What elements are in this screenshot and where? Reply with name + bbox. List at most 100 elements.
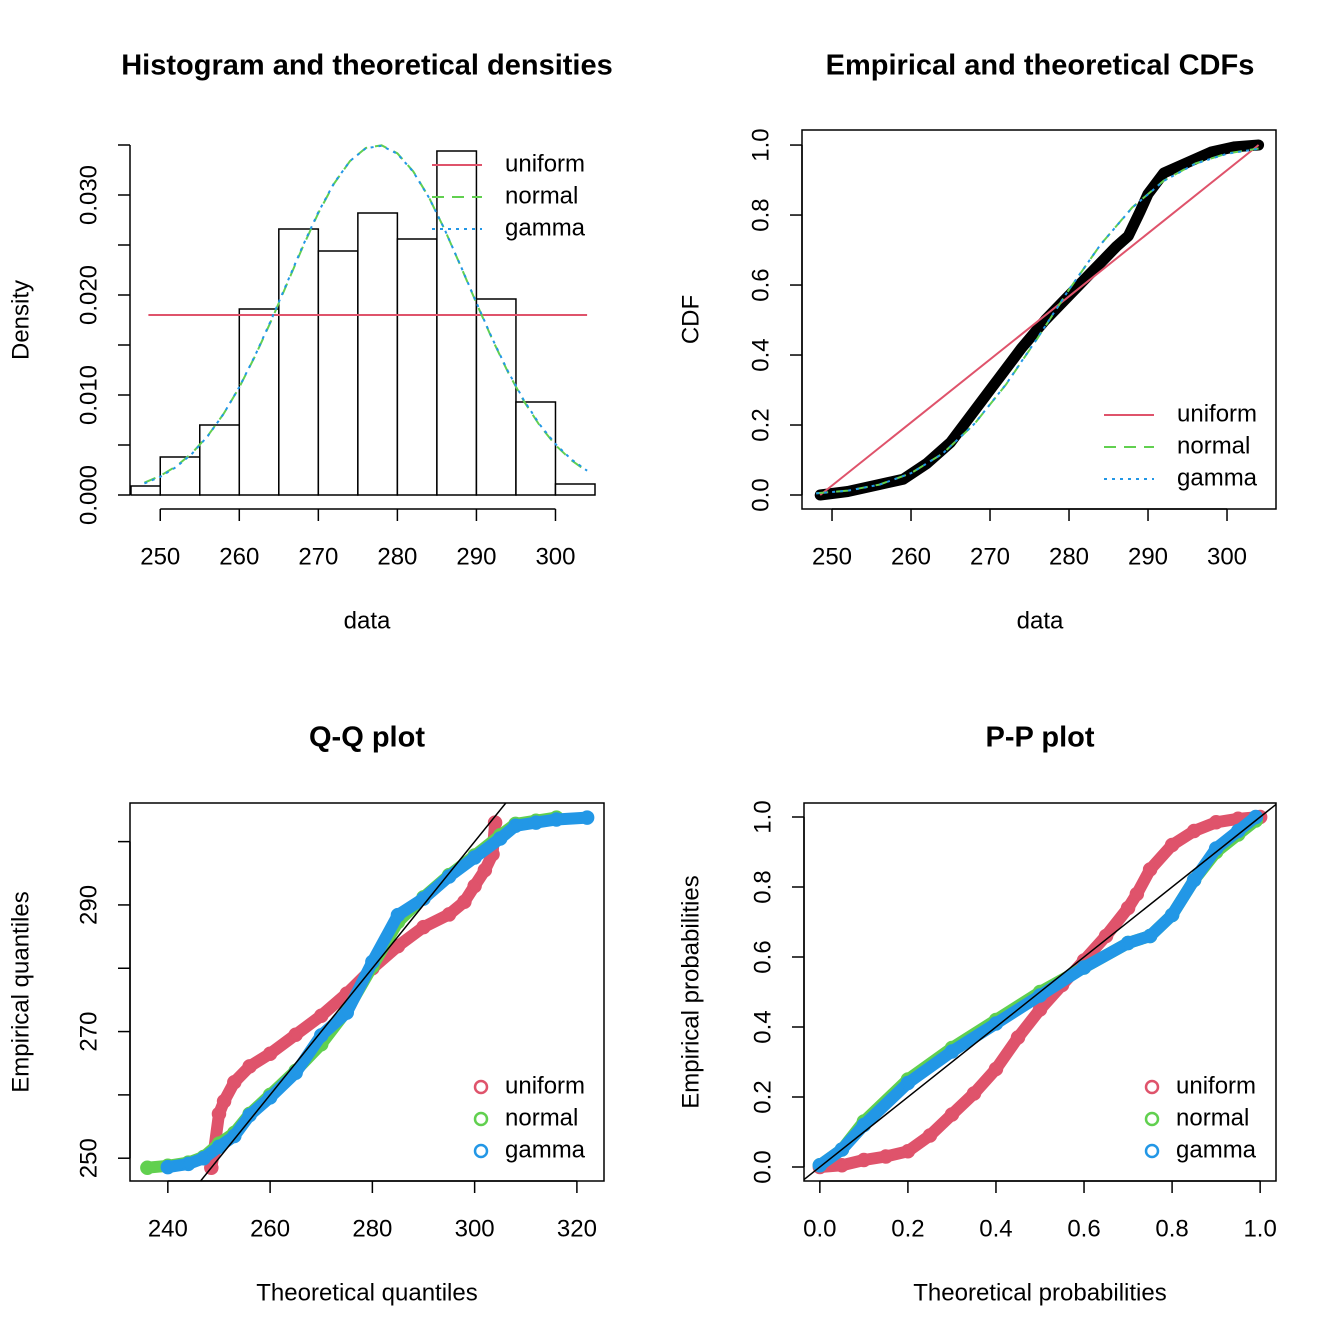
y-tick-label: 0.010 [75, 365, 102, 425]
point [313, 1008, 329, 1023]
y-tick-label: 0.8 [747, 198, 774, 231]
y-tick-label: 250 [75, 1138, 102, 1178]
theoretical-cdf [816, 147, 1259, 495]
x-tick-label: 280 [1049, 543, 1089, 570]
histogram-bar [159, 456, 201, 496]
histogram-bar [396, 238, 438, 496]
point [1032, 988, 1048, 1003]
point [477, 862, 493, 878]
point [528, 815, 544, 830]
x-tick-label: 260 [219, 543, 259, 570]
legend-symbol [473, 1143, 489, 1159]
y-axis-label: CDF [677, 295, 704, 344]
point [1032, 1002, 1048, 1017]
point [1142, 928, 1158, 944]
point [227, 1074, 242, 1090]
point [262, 1090, 278, 1105]
point [834, 1142, 850, 1157]
point [988, 1061, 1004, 1077]
y-tick-label: 1.0 [747, 128, 774, 161]
x-axis-label: Theoretical quantiles [256, 1279, 477, 1306]
point [579, 810, 595, 825]
y-tick-label: 0.000 [75, 465, 102, 525]
x-tick-label: 0.0 [803, 1215, 836, 1242]
point-band [205, 816, 502, 1174]
x-tick-label: 0.8 [1155, 1215, 1188, 1242]
x-axis-label: data [1017, 607, 1064, 634]
y-tick-label: 0.030 [75, 165, 102, 225]
plot-area [804, 803, 1276, 1181]
y-tick-label: 0.2 [749, 1080, 776, 1113]
x-tick-label: 280 [352, 1215, 392, 1242]
reference-line [804, 803, 1276, 1181]
legend-label: gamma [1177, 464, 1258, 491]
point [1186, 872, 1202, 888]
point [1120, 935, 1136, 951]
point [196, 1150, 211, 1166]
y-tick-label: 270 [75, 1012, 102, 1052]
y-tick-label: 0.4 [749, 1010, 776, 1043]
point [988, 1016, 1004, 1031]
x-tick-label: 1.0 [1243, 1215, 1276, 1242]
histogram-bar [199, 424, 241, 496]
x-tick-label: 300 [535, 543, 575, 570]
point [242, 1059, 257, 1074]
point [1120, 900, 1136, 916]
point [1098, 928, 1114, 944]
point [856, 1117, 872, 1133]
x-tick-label: 0.4 [979, 1215, 1012, 1242]
point [1230, 823, 1246, 839]
y-tick-label: 0.2 [747, 408, 774, 441]
legend-symbol [1144, 1079, 1160, 1095]
point [1248, 809, 1263, 825]
x-tick-label: 240 [148, 1215, 188, 1242]
x-tick-label: 260 [250, 1215, 290, 1242]
point [390, 938, 406, 954]
chart-title: Q-Q plot [309, 722, 425, 754]
x-axis-label: Theoretical probabilities [913, 1279, 1166, 1306]
y-axis-label: Empirical quantiles [7, 891, 34, 1092]
histogram-bar [130, 485, 161, 496]
x-tick-label: 300 [1207, 543, 1247, 570]
point [834, 1158, 850, 1173]
y-tick-label: 0.6 [747, 268, 774, 301]
point [288, 1065, 303, 1080]
point [492, 831, 508, 846]
legend-label: normal [1176, 1104, 1249, 1131]
y-tick-label: 0.8 [749, 870, 776, 903]
point [1208, 841, 1224, 856]
y-axis-label: Empirical probabilities [677, 875, 704, 1108]
x-tick-label: 300 [455, 1215, 495, 1242]
x-tick-label: 320 [557, 1215, 597, 1242]
chart-title: P-P plot [985, 722, 1094, 754]
point [467, 878, 482, 894]
x-tick-label: 280 [377, 543, 417, 570]
histogram-bar [278, 228, 320, 496]
point [508, 818, 523, 834]
point [262, 1046, 278, 1061]
legend-label: uniform [505, 150, 585, 177]
histogram-bar [357, 212, 399, 496]
reference-line [199, 803, 507, 1181]
y-tick-label: 0.4 [747, 338, 774, 371]
x-tick-label: 290 [1128, 543, 1168, 570]
histogram-bar [436, 150, 478, 496]
point [900, 1075, 916, 1091]
point [1186, 823, 1202, 839]
y-tick-label: 0.020 [75, 265, 102, 325]
point [181, 1156, 196, 1172]
point [856, 1152, 872, 1168]
legend-symbol [473, 1079, 489, 1095]
panel: P-P plot Theoretical probabilities Empiric… [677, 722, 1276, 1307]
legend-symbol [1144, 1111, 1160, 1127]
point [140, 1160, 155, 1175]
point [944, 1044, 960, 1059]
histogram-bar [238, 308, 280, 496]
legend-symbol [1144, 1143, 1160, 1159]
point [900, 1144, 916, 1159]
point [1010, 1030, 1026, 1045]
point [878, 1149, 894, 1164]
point [441, 907, 457, 922]
panel: Histogram and theoretical densities data D… [7, 50, 612, 635]
